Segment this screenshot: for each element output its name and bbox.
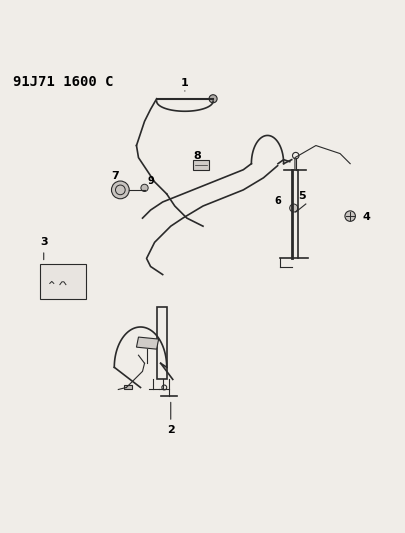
Text: 3: 3 <box>40 237 47 260</box>
Text: 2: 2 <box>166 402 174 435</box>
Bar <box>192 160 209 169</box>
Text: 7: 7 <box>111 171 119 181</box>
Circle shape <box>344 211 354 221</box>
Circle shape <box>209 95 217 103</box>
Polygon shape <box>124 385 132 390</box>
Text: 8: 8 <box>193 151 200 160</box>
Text: 91J71 1600 C: 91J71 1600 C <box>13 75 114 89</box>
Text: 5: 5 <box>297 191 305 201</box>
Bar <box>40 264 86 299</box>
Text: 6: 6 <box>273 196 280 206</box>
Text: 1: 1 <box>181 78 188 91</box>
Polygon shape <box>136 337 158 349</box>
Text: 9: 9 <box>147 176 153 186</box>
Circle shape <box>141 184 148 191</box>
Circle shape <box>289 204 297 212</box>
Text: 4: 4 <box>361 212 369 222</box>
Circle shape <box>111 181 129 199</box>
